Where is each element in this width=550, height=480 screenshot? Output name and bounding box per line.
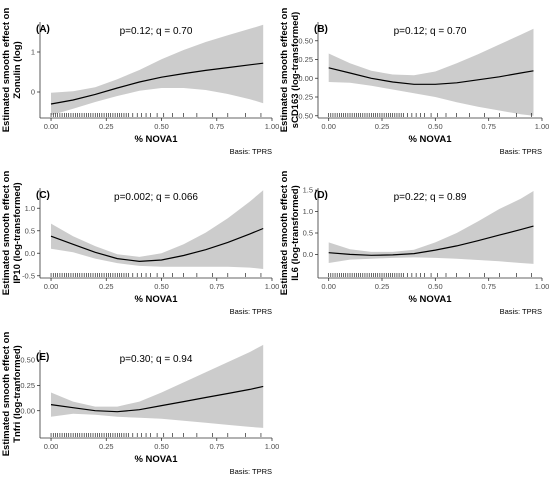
- panel-d: 0.00 0.25 0.50 0.75 1.00 0.0 0.5 1.0 1.5 % NOVA1 E…: [279, 171, 549, 316]
- p-q-annotation: p=0.002; q = 0.066: [114, 192, 198, 203]
- x-tick-label: 0.50: [154, 282, 169, 291]
- x-tick-label: 1.00: [535, 122, 550, 131]
- panel-label: (C): [36, 190, 50, 201]
- y-axis-title: Estimated smooth effect onsCD163 (log-tr…: [279, 8, 301, 133]
- x-tick-label: 0.25: [99, 442, 114, 451]
- panel-e: 0.00 0.25 0.50 0.75 1.00 0.00 0.25 0.50 % NOVA1 E…: [1, 332, 279, 476]
- x-tick-label: 1.00: [265, 442, 280, 451]
- panel-label: (E): [36, 352, 49, 363]
- x-tick-label: 1.00: [265, 282, 280, 291]
- x-tick-label: 0.50: [428, 282, 443, 291]
- basis-caption: Basis: TPRS: [230, 467, 272, 476]
- basis-caption: Basis: TPRS: [500, 307, 542, 316]
- y-tick-label: 0.0: [303, 250, 313, 259]
- smooth-fit-line: [328, 225, 534, 256]
- y-tick-label: 1.0: [25, 204, 35, 213]
- panel-c: 0.00 0.25 0.50 0.75 1.00 -0.5 0.0 0.5 1.0 % NOVA1…: [1, 171, 279, 316]
- p-q-annotation: p=0.12; q = 0.70: [120, 26, 193, 37]
- y-tick-label: 1: [31, 48, 35, 57]
- x-axis-title: % NOVA1: [134, 134, 178, 145]
- y-axis-title-line: IP10 (log-transformed): [12, 182, 23, 283]
- confidence-band: [51, 344, 264, 428]
- y-axis-title: Estimated smooth effect onIL6 (log-trans…: [279, 171, 301, 296]
- x-tick-label: 0.25: [375, 122, 390, 131]
- y-axis-title-line: sCD163 (log-transformed): [290, 12, 301, 129]
- smooth-fit-line: [328, 67, 534, 85]
- x-tick-label: 0.25: [99, 282, 114, 291]
- x-tick-label: 0.00: [44, 442, 59, 451]
- y-axis-title-line: Estimated smooth effect on: [1, 8, 12, 133]
- confidence-band: [51, 190, 264, 269]
- smooth-fit-line: [50, 62, 264, 105]
- y-tick-label: -0.5: [22, 271, 35, 280]
- y-tick-label: 0.00: [298, 74, 313, 83]
- p-q-annotation: p=0.22; q = 0.89: [394, 192, 467, 203]
- y-tick-label: -0.50: [296, 111, 313, 120]
- x-tick-label: 0.75: [209, 122, 224, 131]
- panel-label: (B): [314, 24, 328, 35]
- x-tick-label: 0.00: [321, 122, 336, 131]
- y-axis-title: Estimated smooth effect onIP10 (log-tran…: [1, 171, 23, 296]
- x-tick-label: 0.75: [209, 282, 224, 291]
- x-tick-label: 0.25: [375, 282, 390, 291]
- y-tick-label: 0.50: [298, 36, 313, 45]
- x-axis-title: % NOVA1: [408, 134, 452, 145]
- smooth-fit-line: [50, 385, 264, 413]
- confidence-band: [328, 28, 534, 116]
- x-tick-label: 0.50: [154, 122, 169, 131]
- smooth-fit-line: [50, 227, 264, 263]
- panel-label: (A): [36, 24, 50, 35]
- y-tick-label: 0.0: [25, 249, 35, 258]
- p-q-annotation: p=0.12; q = 0.70: [394, 26, 467, 37]
- x-tick-label: 0.00: [44, 122, 59, 131]
- x-tick-label: 0.25: [99, 122, 114, 131]
- y-tick-label: -0.25: [296, 93, 313, 102]
- y-axis-title-line: Estimated smooth effect on: [279, 171, 290, 296]
- confidence-band: [51, 24, 264, 116]
- y-axis-title: Estimated smooth effect onTnfri (log-tra…: [1, 332, 23, 457]
- x-tick-label: 1.00: [535, 282, 550, 291]
- y-axis-title-line: Estimated smooth effect on: [1, 332, 12, 457]
- y-axis-title-line: Tnfri (log-tranformed): [12, 345, 23, 443]
- y-tick-label: 0.5: [303, 229, 313, 238]
- x-tick-label: 0.00: [44, 282, 59, 291]
- p-q-annotation: p=0.30; q = 0.94: [120, 354, 193, 365]
- y-tick-label: 0.00: [20, 406, 35, 415]
- x-axis-title: % NOVA1: [408, 294, 452, 305]
- x-tick-label: 0.75: [209, 442, 224, 451]
- y-tick-label: 0.25: [20, 381, 35, 390]
- panel-b: 0.00 0.25 0.50 0.75 1.00 -0.50 -0.25 0.00 0.25 0.…: [279, 8, 549, 156]
- y-axis-title-line: Estimated smooth effect on: [1, 171, 12, 296]
- x-axis-title: % NOVA1: [134, 294, 178, 305]
- x-tick-label: 0.50: [154, 442, 169, 451]
- y-axis-title-line: IL6 (log-transformed): [290, 185, 301, 281]
- panel-label: (D): [314, 190, 328, 201]
- basis-caption: Basis: TPRS: [500, 147, 542, 156]
- basis-caption: Basis: TPRS: [230, 307, 272, 316]
- y-tick-label: 0.50: [20, 356, 35, 365]
- x-tick-label: 1.00: [265, 122, 280, 131]
- x-tick-label: 0.00: [321, 282, 336, 291]
- y-tick-label: 0.25: [298, 55, 313, 64]
- y-axis-title-line: Zonulin (log): [12, 41, 23, 99]
- y-tick-label: 0.5: [25, 226, 35, 235]
- y-axis-title: Estimated smooth effect onZonulin (log): [1, 8, 23, 133]
- y-axis-title-line: Estimated smooth effect on: [279, 8, 290, 133]
- confidence-band: [328, 191, 534, 264]
- y-tick-label: 1.0: [303, 207, 313, 216]
- x-tick-label: 0.75: [481, 122, 496, 131]
- y-tick-label: 0: [31, 88, 35, 97]
- x-tick-label: 0.75: [481, 282, 496, 291]
- x-tick-label: 0.50: [428, 122, 443, 131]
- y-tick-label: 1.5: [303, 186, 313, 195]
- panel-a: 0.00 0.25 0.50 0.75 1.00 0 1 % NOVA1 Estimated s…: [1, 8, 279, 156]
- basis-caption: Basis: TPRS: [230, 147, 272, 156]
- x-axis-title: % NOVA1: [134, 454, 178, 465]
